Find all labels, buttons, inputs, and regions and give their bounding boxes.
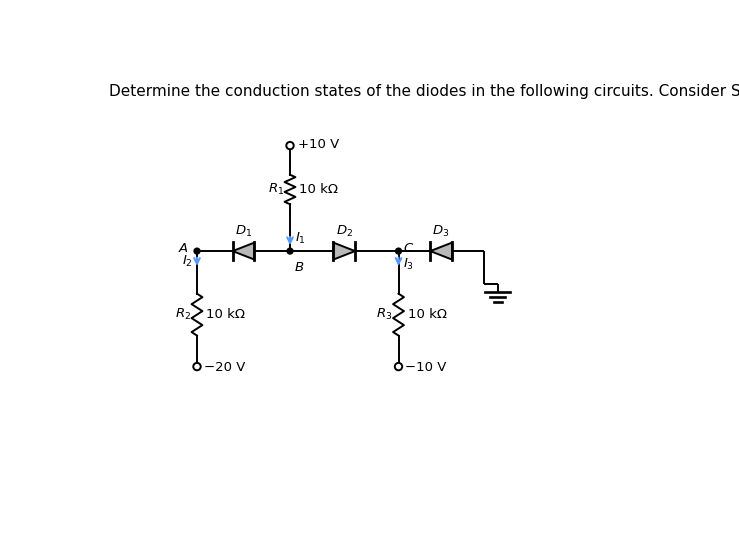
Text: $I_2$: $I_2$: [182, 253, 192, 269]
Circle shape: [194, 248, 200, 254]
Polygon shape: [233, 242, 254, 259]
Polygon shape: [333, 242, 355, 259]
Text: $R_1$: $R_1$: [268, 182, 284, 197]
Text: 10 kΩ: 10 kΩ: [206, 308, 245, 321]
Circle shape: [395, 363, 402, 370]
Text: $I_1$: $I_1$: [295, 230, 305, 246]
Circle shape: [287, 248, 293, 254]
Text: 10 kΩ: 10 kΩ: [408, 308, 447, 321]
Text: $D_2$: $D_2$: [336, 224, 353, 239]
Circle shape: [395, 248, 401, 254]
Circle shape: [286, 142, 293, 149]
Polygon shape: [430, 242, 452, 259]
Text: +10 V: +10 V: [298, 138, 339, 151]
Text: $I_3$: $I_3$: [403, 257, 414, 272]
Text: $D_1$: $D_1$: [235, 224, 252, 239]
Circle shape: [194, 363, 201, 370]
Text: −20 V: −20 V: [204, 361, 245, 374]
Text: $D_3$: $D_3$: [432, 224, 450, 239]
Text: C: C: [403, 241, 412, 254]
Text: A: A: [179, 241, 188, 254]
Text: B: B: [295, 261, 304, 274]
Text: Determine the conduction states of the diodes in the following circuits. Conside: Determine the conduction states of the d…: [109, 84, 739, 99]
Text: $R_3$: $R_3$: [376, 307, 392, 322]
Text: −10 V: −10 V: [406, 361, 447, 374]
Text: 10 kΩ: 10 kΩ: [299, 183, 338, 196]
Text: $R_2$: $R_2$: [174, 307, 191, 322]
